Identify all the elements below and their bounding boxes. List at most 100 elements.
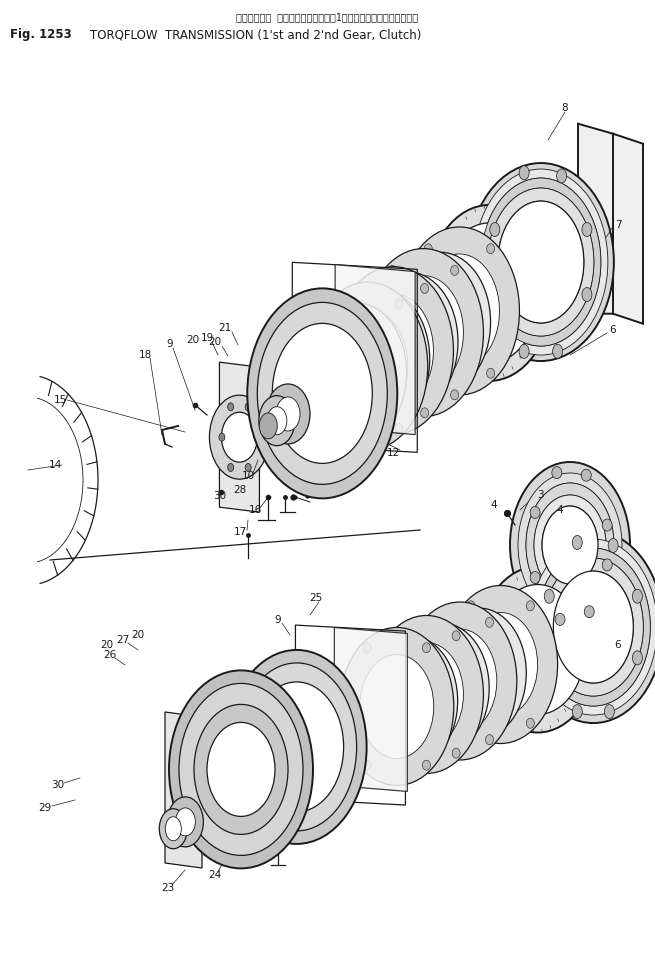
Ellipse shape bbox=[407, 276, 474, 369]
Ellipse shape bbox=[544, 558, 643, 696]
Ellipse shape bbox=[179, 684, 303, 856]
Ellipse shape bbox=[381, 659, 441, 743]
Ellipse shape bbox=[581, 469, 591, 482]
Ellipse shape bbox=[584, 605, 594, 618]
Text: 15: 15 bbox=[53, 395, 67, 405]
Ellipse shape bbox=[207, 722, 275, 816]
Ellipse shape bbox=[485, 735, 493, 745]
Ellipse shape bbox=[245, 463, 251, 472]
Text: 8: 8 bbox=[562, 103, 569, 113]
Ellipse shape bbox=[432, 608, 526, 738]
Ellipse shape bbox=[534, 495, 606, 595]
Text: 20: 20 bbox=[132, 630, 145, 640]
Ellipse shape bbox=[266, 384, 310, 444]
Text: 11: 11 bbox=[253, 837, 267, 847]
Ellipse shape bbox=[555, 613, 565, 626]
Ellipse shape bbox=[491, 295, 502, 309]
Text: 20: 20 bbox=[187, 335, 200, 345]
Ellipse shape bbox=[530, 571, 540, 583]
Ellipse shape bbox=[544, 558, 643, 696]
Ellipse shape bbox=[307, 303, 407, 443]
Ellipse shape bbox=[393, 748, 401, 758]
Ellipse shape bbox=[363, 760, 371, 770]
Ellipse shape bbox=[169, 670, 313, 868]
Ellipse shape bbox=[424, 368, 432, 378]
Text: 30: 30 bbox=[52, 780, 65, 790]
Polygon shape bbox=[219, 363, 259, 513]
Text: 9: 9 bbox=[274, 615, 281, 625]
Ellipse shape bbox=[364, 636, 458, 766]
Ellipse shape bbox=[443, 585, 557, 744]
Ellipse shape bbox=[340, 628, 454, 785]
Ellipse shape bbox=[159, 808, 187, 849]
Text: 13: 13 bbox=[280, 305, 293, 315]
Ellipse shape bbox=[245, 403, 251, 411]
Ellipse shape bbox=[383, 276, 464, 390]
Text: 5: 5 bbox=[452, 695, 458, 705]
Ellipse shape bbox=[518, 473, 622, 617]
Text: 9: 9 bbox=[166, 339, 174, 349]
Ellipse shape bbox=[523, 531, 655, 723]
Ellipse shape bbox=[259, 396, 295, 446]
Ellipse shape bbox=[468, 163, 614, 361]
Ellipse shape bbox=[536, 548, 650, 706]
Ellipse shape bbox=[422, 643, 430, 653]
Ellipse shape bbox=[248, 288, 398, 498]
Ellipse shape bbox=[488, 188, 594, 337]
Ellipse shape bbox=[542, 506, 598, 584]
Ellipse shape bbox=[452, 630, 460, 641]
Ellipse shape bbox=[236, 663, 356, 831]
Text: TORQFLOW  TRANSMISSION (1'st and 2'nd Gear, Clutch): TORQFLOW TRANSMISSION (1'st and 2'nd Gea… bbox=[90, 28, 421, 41]
Ellipse shape bbox=[424, 244, 432, 253]
Text: 23: 23 bbox=[161, 883, 175, 893]
Ellipse shape bbox=[221, 412, 257, 462]
Ellipse shape bbox=[421, 408, 428, 418]
Ellipse shape bbox=[267, 407, 287, 435]
Ellipse shape bbox=[602, 559, 612, 571]
Polygon shape bbox=[165, 712, 202, 868]
Ellipse shape bbox=[536, 548, 650, 706]
Ellipse shape bbox=[557, 169, 567, 183]
Ellipse shape bbox=[582, 287, 592, 302]
Text: 20: 20 bbox=[100, 640, 113, 650]
Text: 20: 20 bbox=[208, 337, 221, 347]
Text: 7: 7 bbox=[614, 220, 622, 230]
Ellipse shape bbox=[553, 571, 633, 683]
Polygon shape bbox=[613, 133, 643, 324]
Text: 2: 2 bbox=[417, 715, 423, 725]
Ellipse shape bbox=[608, 539, 618, 552]
Ellipse shape bbox=[333, 424, 341, 433]
Ellipse shape bbox=[257, 303, 387, 484]
Ellipse shape bbox=[346, 312, 413, 406]
Ellipse shape bbox=[412, 646, 472, 730]
Text: 16: 16 bbox=[248, 505, 261, 515]
Ellipse shape bbox=[219, 433, 225, 441]
Text: 28: 28 bbox=[233, 485, 247, 495]
Ellipse shape bbox=[423, 629, 496, 733]
Ellipse shape bbox=[426, 205, 552, 381]
Ellipse shape bbox=[481, 178, 601, 346]
Ellipse shape bbox=[542, 506, 598, 584]
Ellipse shape bbox=[168, 797, 203, 847]
Text: 1: 1 bbox=[477, 343, 483, 353]
Text: 14: 14 bbox=[48, 460, 62, 470]
Ellipse shape bbox=[474, 169, 608, 355]
Ellipse shape bbox=[390, 252, 491, 393]
Ellipse shape bbox=[354, 294, 434, 408]
Text: 1: 1 bbox=[527, 663, 533, 673]
Ellipse shape bbox=[485, 617, 493, 628]
Ellipse shape bbox=[165, 817, 181, 840]
Ellipse shape bbox=[395, 623, 489, 753]
Ellipse shape bbox=[491, 584, 585, 715]
Ellipse shape bbox=[582, 222, 592, 237]
Text: 10: 10 bbox=[242, 471, 255, 481]
Text: 26: 26 bbox=[103, 650, 117, 660]
Text: 12: 12 bbox=[386, 448, 400, 458]
Text: 12: 12 bbox=[351, 743, 365, 753]
Ellipse shape bbox=[632, 651, 643, 665]
Ellipse shape bbox=[324, 326, 390, 420]
Ellipse shape bbox=[519, 165, 529, 180]
Ellipse shape bbox=[552, 467, 562, 479]
Ellipse shape bbox=[544, 589, 554, 603]
Ellipse shape bbox=[529, 539, 655, 715]
